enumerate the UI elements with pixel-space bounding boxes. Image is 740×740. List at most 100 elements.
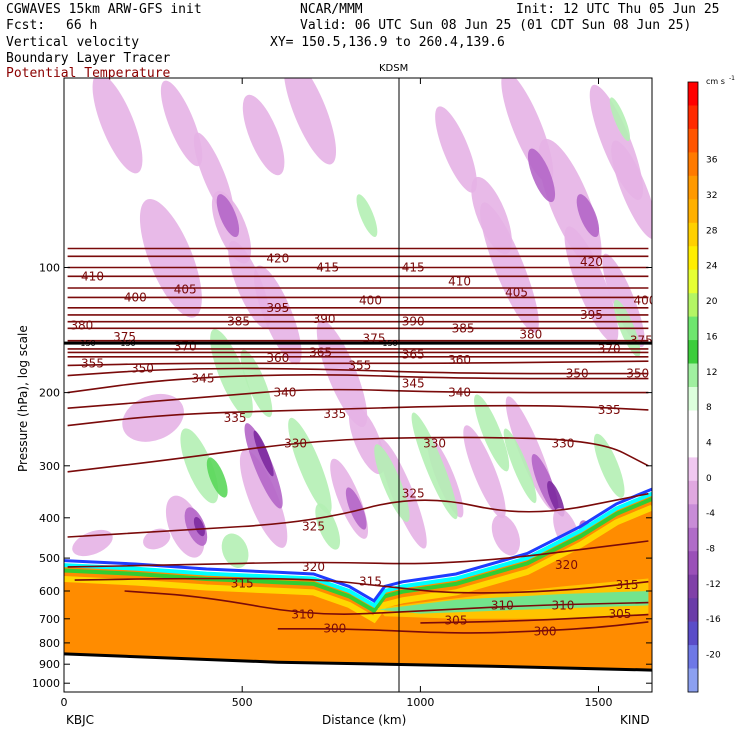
endpoint-right: KIND xyxy=(620,713,650,727)
pbl-rim-cyan xyxy=(64,491,652,609)
y-tick-label: 300 xyxy=(39,460,60,473)
y-tick-label: 800 xyxy=(39,637,60,650)
colorbar-swatch xyxy=(688,387,698,411)
colorbar-swatch xyxy=(688,175,698,200)
velocity-cell xyxy=(210,329,253,419)
colorbar-unit-exponent: -1 xyxy=(729,75,735,82)
colorbar-swatch xyxy=(688,152,698,177)
velocity-cell xyxy=(160,80,203,167)
tp-label-mid: 150 xyxy=(382,339,397,348)
theta-330-label: 330 xyxy=(423,437,446,451)
potential-temperature-contours: 300 300 305 305 310 310 310 315 315 315 320 320 325 3… xyxy=(64,247,652,638)
theta-380-label: 380 xyxy=(70,319,93,333)
field-vertical-velocity: Vertical velocity xyxy=(6,35,140,50)
theta-355-contour xyxy=(67,360,649,367)
theta-305-contour xyxy=(420,613,649,624)
colorbar-swatch xyxy=(688,316,698,341)
theta-310-label: 310 xyxy=(291,607,314,621)
theta-355-label: 355 xyxy=(81,356,104,370)
theta-370-label: 370 xyxy=(598,342,621,356)
x-axis-label: Distance (km) xyxy=(322,713,407,727)
theta-365-label: 365 xyxy=(309,345,332,359)
theta-360-label: 360 xyxy=(448,353,471,367)
colorbar-swatch xyxy=(688,621,698,646)
colorbar-swatch xyxy=(688,480,698,505)
theta-345-label: 345 xyxy=(402,376,425,390)
theta-300-contour xyxy=(277,621,649,634)
colorbar-tick-label: -12 xyxy=(706,580,721,590)
theta-360-label: 360 xyxy=(266,351,289,365)
center-name: NCAR/MMM xyxy=(300,2,363,17)
colorbar-swatch xyxy=(688,410,698,435)
colorbar-swatch xyxy=(688,645,698,670)
theta-345-contour xyxy=(67,374,649,394)
velocity-cell xyxy=(503,428,537,504)
theta-400-label: 400 xyxy=(124,290,147,304)
tp-label-left2: 150 xyxy=(120,339,135,348)
velocity-cell xyxy=(611,140,652,240)
theta-335-contour xyxy=(67,404,649,427)
theta-330-contour xyxy=(67,436,649,473)
theta-375-label: 375 xyxy=(113,330,136,344)
theta-310-label: 310 xyxy=(491,598,514,612)
velocity-cell xyxy=(538,138,602,268)
colorbar-tick-label: 32 xyxy=(706,191,717,201)
pbl-rim-yellow xyxy=(64,504,652,624)
pbl-inner-cyan xyxy=(377,591,649,614)
colorbar-swatch xyxy=(688,222,698,247)
model-title: CGWAVES 15km ARW-GFS init xyxy=(6,2,202,17)
colorbar-swatch xyxy=(688,82,698,106)
velocity-cell xyxy=(593,433,625,498)
y-tick-label: 1000 xyxy=(32,677,60,690)
velocity-cell xyxy=(356,194,378,237)
below-ground xyxy=(64,653,652,692)
theta-335-label: 335 xyxy=(224,411,247,425)
theta-405-label: 405 xyxy=(174,283,197,297)
theta-330-label: 330 xyxy=(284,437,307,451)
colorbar-tick-label: 0 xyxy=(706,474,712,484)
theta-305-label: 305 xyxy=(445,614,468,628)
theta-380-label: 380 xyxy=(519,328,542,342)
colorbar-swatch xyxy=(688,128,698,153)
theta-340-label: 340 xyxy=(448,386,471,400)
colorbar-swatch xyxy=(688,293,698,318)
velocity-cell xyxy=(143,528,171,550)
velocity-cell xyxy=(72,529,113,557)
theta-350-contour xyxy=(67,367,649,377)
velocity-cell xyxy=(216,194,240,238)
theta-410-label: 410 xyxy=(448,274,471,288)
theta-310-label: 310 xyxy=(551,598,574,612)
y-tick-label: 600 xyxy=(39,585,60,598)
field-boundary-layer-tracer: Boundary Layer Tracer xyxy=(6,51,171,66)
theta-420-label: 420 xyxy=(580,255,603,269)
y-tick-label: 500 xyxy=(39,552,60,565)
plot-axes: 0 500 1000 1500 100 200 300 400 500 600 700 800 900 1… xyxy=(32,77,653,709)
colorbar-tick-label: 28 xyxy=(706,226,718,236)
colorbar-swatch xyxy=(688,551,698,576)
colorbar-frame xyxy=(687,81,699,693)
colorbar-swatch xyxy=(688,105,698,130)
colorbar-swatch xyxy=(688,269,698,294)
colorbar-swatch xyxy=(688,668,698,693)
init-time: Init: 12 UTC Thu 05 Jun 25 xyxy=(516,2,720,17)
terrain-line xyxy=(64,652,652,672)
x-tick-label: 1000 xyxy=(406,696,434,709)
theta-320-label: 320 xyxy=(302,560,325,574)
colorbar-tick-label: 24 xyxy=(706,262,718,272)
theta-420-label: 420 xyxy=(266,251,289,265)
theta-335-label: 335 xyxy=(598,403,621,417)
colorbar-tick-label: 16 xyxy=(706,332,718,342)
theta-390-label: 390 xyxy=(402,315,425,329)
theta-320-contour xyxy=(67,540,649,568)
theta-415-label: 415 xyxy=(402,261,425,275)
theta-315-label: 315 xyxy=(231,577,254,591)
theta-335-label: 335 xyxy=(323,407,346,421)
pbl-core xyxy=(64,493,652,671)
tp-label-left: 150 xyxy=(80,339,95,348)
colorbar-tick-label: 12 xyxy=(706,368,717,378)
theta-305-label: 305 xyxy=(608,607,631,621)
theta-325-label: 325 xyxy=(402,487,425,501)
theta-345-label: 345 xyxy=(192,372,215,386)
y-tick-label: 200 xyxy=(39,387,60,400)
